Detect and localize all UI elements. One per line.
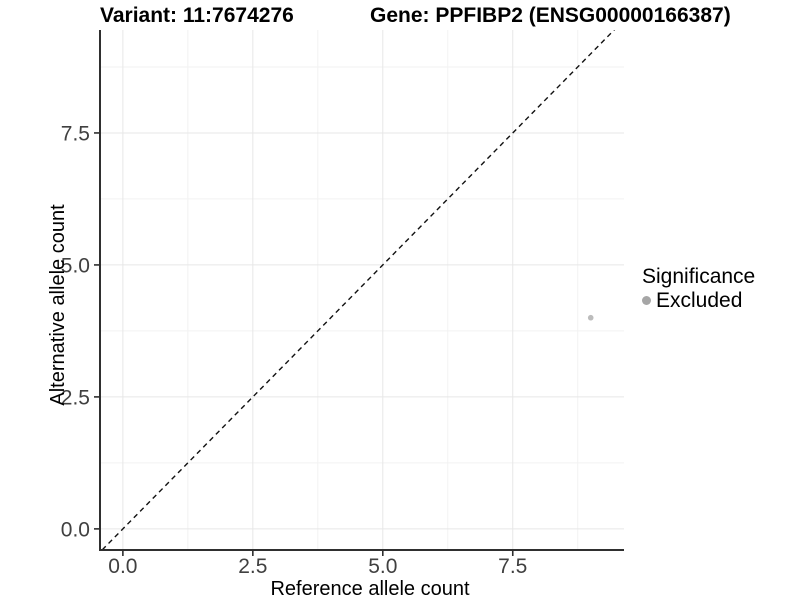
legend-key-dot xyxy=(642,296,651,305)
x-tick-label: 5.0 xyxy=(368,555,397,578)
tick-marks xyxy=(94,132,514,556)
x-tick-label: 0.0 xyxy=(108,555,137,578)
y-tick-label: 7.5 xyxy=(61,122,90,145)
tick-labels: 0.0 2.5 5.0 7.5 0.0 2.5 5.0 7.5 xyxy=(61,122,528,578)
y-tick-label: 0.0 xyxy=(61,518,90,541)
axis-lines xyxy=(99,30,624,551)
plot-title-gene: Gene: PPFIBP2 (ENSG00000166387) xyxy=(370,4,731,27)
identity-reference-line xyxy=(101,30,616,550)
x-axis-title: Reference allele count xyxy=(270,578,469,600)
y-tick-label: 2.5 xyxy=(61,386,90,409)
y-axis-title: Alternative allele count xyxy=(47,204,69,406)
legend-title: Significance xyxy=(642,265,755,288)
legend-item-label: Excluded xyxy=(656,289,742,312)
identity-line xyxy=(101,30,616,550)
data-point xyxy=(587,314,594,321)
plot-title-variant: Variant: 11:7674276 xyxy=(100,4,294,27)
x-tick-label: 2.5 xyxy=(238,555,267,578)
y-tick-label: 5.0 xyxy=(61,254,90,277)
x-tick-label: 7.5 xyxy=(498,555,527,578)
data-points xyxy=(587,314,594,321)
major-gridlines xyxy=(100,30,624,550)
legend: Significance Excluded xyxy=(642,265,755,312)
